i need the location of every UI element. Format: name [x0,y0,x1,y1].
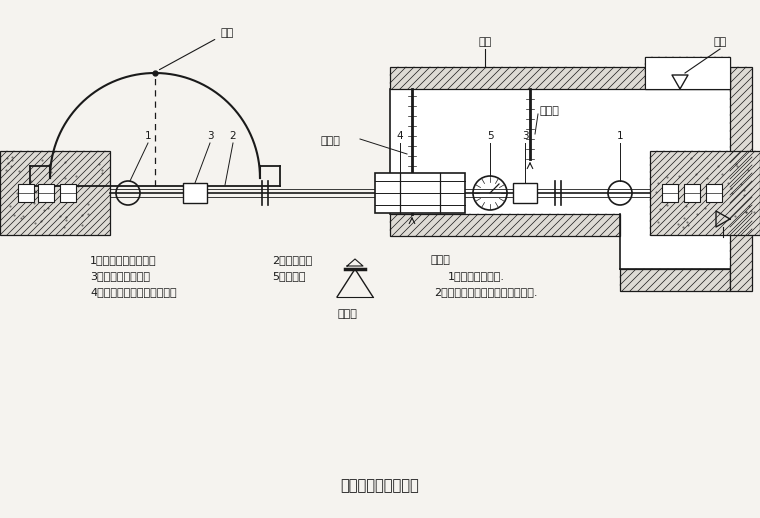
Bar [513,183,537,203]
Bar [390,67,730,89]
Bar [684,184,700,202]
Text: 5: 5 [486,131,493,141]
Bar [390,214,620,236]
Text: 1、洞内观察未述.: 1、洞内观察未述. [448,271,505,281]
Text: 倒装尺: 倒装尺 [540,106,560,116]
Text: 测点: 测点 [160,28,233,69]
Text: 3: 3 [207,131,214,141]
Bar [645,57,730,89]
Text: 2、其它量测项目按有关说明实施.: 2、其它量测项目按有关说明实施. [434,287,537,297]
Bar [38,184,54,202]
Text: 4: 4 [397,131,404,141]
Bar [0,151,110,235]
Bar [650,151,760,235]
Bar [662,184,678,202]
Text: 1、净空变位仪矩锚杆: 1、净空变位仪矩锚杆 [90,255,157,265]
Bar [645,57,730,89]
Text: 主要量测方法示意图: 主要量测方法示意图 [340,478,420,493]
Bar [620,89,730,269]
Text: 2、带孔钢尺: 2、带孔钢尺 [272,255,312,265]
Text: 4、维持张拉钢尺拉力的装置: 4、维持张拉钢尺拉力的装置 [90,287,176,297]
Bar [375,173,465,213]
Text: 1: 1 [616,131,623,141]
Bar [706,184,722,202]
Bar [183,183,207,203]
Text: 3、有球铰的连接杆: 3、有球铰的连接杆 [90,271,150,281]
Text: 测点: 测点 [714,37,727,47]
Text: 5、百分表: 5、百分表 [272,271,306,281]
Text: 水准尺: 水准尺 [320,136,340,146]
Text: 说明：: 说明： [430,255,450,265]
Bar [18,184,34,202]
Text: 1: 1 [144,131,151,141]
Bar [620,269,730,291]
Text: 转点: 转点 [478,37,492,47]
Text: 3: 3 [521,131,528,141]
Bar [390,89,620,214]
Text: 2: 2 [230,131,236,141]
Bar [60,184,76,202]
Bar [730,67,752,291]
Text: 水平仪: 水平仪 [337,309,357,319]
